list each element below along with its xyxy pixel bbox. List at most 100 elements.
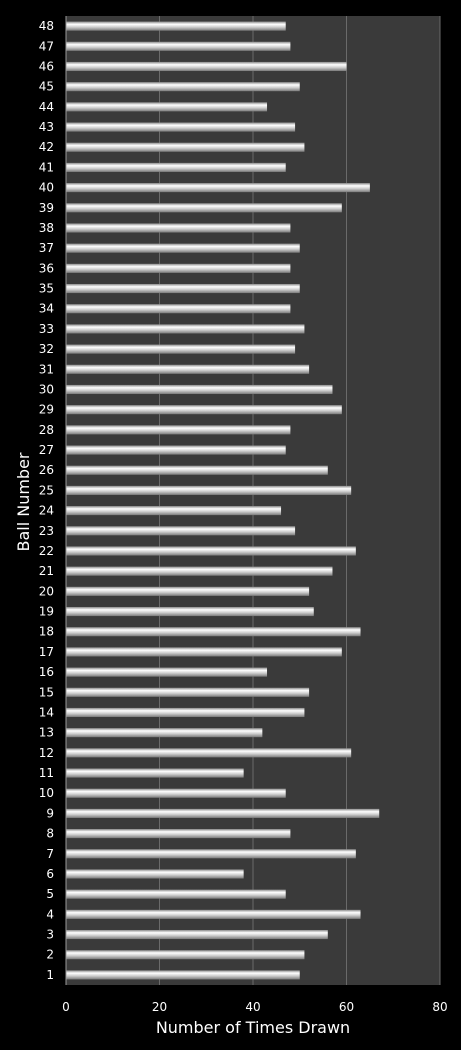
x-tick-label: 0	[62, 1000, 70, 1014]
bar-ball-17	[66, 647, 342, 657]
x-tick-labels: 0 20 40 60 80	[62, 1000, 447, 1014]
bar-ball-38	[66, 223, 291, 233]
bar-ball-33	[66, 324, 305, 334]
y-tick-label: 1	[46, 968, 54, 982]
y-tick-label: 44	[39, 100, 54, 114]
y-tick-label: 2	[46, 948, 54, 962]
y-tick-label: 39	[39, 201, 54, 215]
bar-ball-41	[66, 162, 286, 172]
y-tick-label: 10	[39, 786, 54, 800]
bar-ball-39	[66, 203, 342, 213]
y-tick-label: 14	[39, 705, 54, 719]
x-tick-label: 40	[245, 1000, 260, 1014]
y-tick-label: 33	[39, 322, 54, 336]
y-tick-label: 11	[39, 766, 54, 780]
y-tick-label: 3	[46, 928, 54, 942]
y-tick-label: 7	[46, 847, 54, 861]
y-tick-label: 15	[39, 685, 54, 699]
bar-ball-7	[66, 849, 356, 859]
bar-ball-3	[66, 929, 328, 940]
y-tick-label: 8	[46, 827, 54, 841]
bar-ball-8	[66, 829, 291, 839]
bars-group	[66, 21, 380, 980]
bar-ball-29	[66, 405, 342, 415]
bar-ball-12	[66, 748, 352, 758]
y-tick-label: 31	[39, 362, 54, 376]
bar-ball-20	[66, 586, 310, 596]
bar-ball-5	[66, 889, 286, 899]
y-axis-title: Ball Number	[14, 452, 33, 551]
bar-ball-28	[66, 425, 291, 435]
bar-ball-31	[66, 364, 310, 374]
bar-ball-30	[66, 384, 333, 395]
y-tick-label: 12	[39, 746, 54, 760]
y-tick-label: 6	[46, 867, 54, 881]
bar-ball-25	[66, 485, 352, 495]
y-tick-label: 35	[39, 282, 54, 296]
bar-ball-44	[66, 102, 268, 112]
y-tick-label: 22	[39, 544, 54, 558]
bar-ball-27	[66, 445, 286, 455]
bar-ball-22	[66, 546, 356, 556]
y-tick-label: 26	[39, 463, 54, 477]
bar-ball-21	[66, 566, 333, 576]
bar-ball-15	[66, 687, 310, 697]
y-tick-label: 23	[39, 524, 54, 538]
y-tick-label: 4	[46, 907, 54, 921]
bar-ball-24	[66, 506, 282, 516]
y-tick-label: 42	[39, 140, 54, 154]
y-tick-label: 43	[39, 120, 54, 134]
bar-ball-14	[66, 707, 305, 718]
y-tick-label: 40	[39, 181, 54, 195]
y-tick-label: 46	[39, 59, 54, 73]
bar-ball-46	[66, 61, 347, 72]
y-tick-label: 41	[39, 160, 54, 174]
y-tick-label: 9	[46, 806, 54, 820]
y-tick-label: 16	[39, 665, 54, 679]
y-tick-label: 20	[39, 584, 54, 598]
x-tick-label: 80	[432, 1000, 447, 1014]
bar-ball-32	[66, 344, 296, 354]
y-tick-label: 38	[39, 221, 54, 235]
bar-ball-48	[66, 21, 286, 31]
bar-ball-37	[66, 243, 300, 253]
y-tick-label: 29	[39, 403, 54, 417]
y-tick-label: 18	[39, 625, 54, 639]
bar-ball-47	[66, 41, 291, 51]
bar-ball-23	[66, 526, 296, 536]
bar-ball-34	[66, 304, 291, 314]
bar-ball-43	[66, 122, 296, 132]
x-tick-label: 60	[339, 1000, 354, 1014]
bar-ball-13	[66, 728, 263, 738]
y-tick-label: 28	[39, 423, 54, 437]
bar-ball-45	[66, 82, 300, 92]
y-tick-label: 36	[39, 261, 54, 275]
y-tick-label: 13	[39, 726, 54, 740]
bar-ball-4	[66, 909, 361, 919]
y-tick-label: 47	[39, 39, 54, 53]
bar-ball-11	[66, 768, 244, 778]
bar-ball-26	[66, 465, 328, 475]
y-tick-labels: 1234567891011121314151617181920212223242…	[39, 19, 54, 982]
y-tick-label: 32	[39, 342, 54, 356]
y-tick-label: 25	[39, 483, 54, 497]
bar-ball-18	[66, 627, 361, 637]
bar-ball-10	[66, 788, 286, 798]
bar-ball-16	[66, 667, 268, 677]
y-tick-label: 34	[39, 302, 54, 316]
y-tick-label: 37	[39, 241, 54, 255]
y-tick-label: 24	[39, 504, 54, 518]
gridlines	[159, 16, 441, 985]
x-axis-title: Number of Times Drawn	[156, 1018, 350, 1037]
y-tick-label: 5	[46, 887, 54, 901]
bar-ball-9	[66, 808, 380, 818]
bar-ball-35	[66, 283, 300, 294]
y-tick-label: 17	[39, 645, 54, 659]
bar-ball-40	[66, 183, 370, 193]
y-tick-label: 21	[39, 564, 54, 578]
bar-ball-19	[66, 606, 314, 617]
bar-ball-42	[66, 142, 305, 152]
y-tick-label: 27	[39, 443, 54, 457]
bar-ball-36	[66, 263, 291, 273]
